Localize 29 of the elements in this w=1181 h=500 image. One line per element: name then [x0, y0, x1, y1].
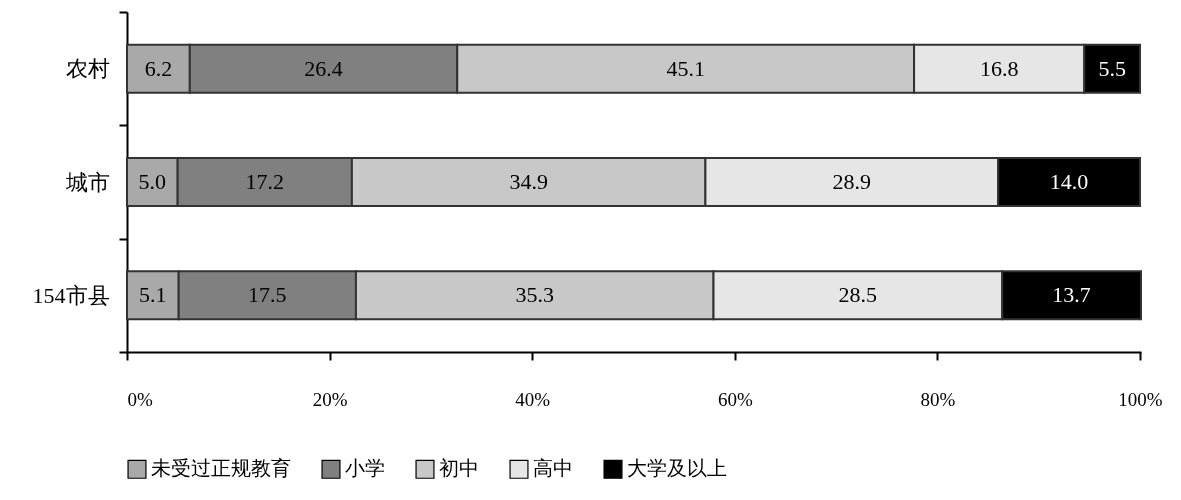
legend-label: 大学及以上	[627, 457, 727, 480]
y-tick-label: 154市县	[32, 282, 110, 308]
x-tick-label: 100%	[1118, 388, 1163, 410]
data-label: 13.7	[1052, 282, 1091, 308]
x-tick-label: 0%	[127, 388, 153, 410]
legend-label: 初中	[439, 457, 479, 480]
y-tick-label: 城市	[64, 169, 110, 195]
data-label: 28.5	[838, 282, 878, 308]
data-label: 5.5	[1098, 55, 1126, 81]
data-label: 35.3	[515, 282, 554, 308]
x-tick-label: 20%	[312, 388, 348, 410]
data-label: 26.4	[304, 55, 343, 81]
x-tick-label: 80%	[920, 388, 956, 410]
data-label: 45.1	[666, 55, 705, 81]
x-tick-label: 40%	[515, 388, 551, 410]
x-tick-label: 60%	[717, 388, 753, 410]
data-label: 16.8	[979, 55, 1019, 81]
data-label: 17.5	[248, 282, 287, 308]
data-label: 14.0	[1049, 169, 1089, 194]
legend-label: 高中	[533, 457, 573, 480]
data-label: 5.1	[139, 282, 167, 308]
data-label: 5.0	[138, 169, 167, 194]
data-label: 28.9	[832, 169, 872, 194]
data-label: 6.2	[144, 55, 173, 81]
legend-label: 未受过正规教育	[151, 457, 291, 480]
y-tick-label: 农村	[65, 56, 110, 82]
data-label: 34.9	[509, 169, 548, 194]
data-label: 17.2	[245, 169, 285, 194]
legend-label: 小学	[345, 457, 385, 480]
